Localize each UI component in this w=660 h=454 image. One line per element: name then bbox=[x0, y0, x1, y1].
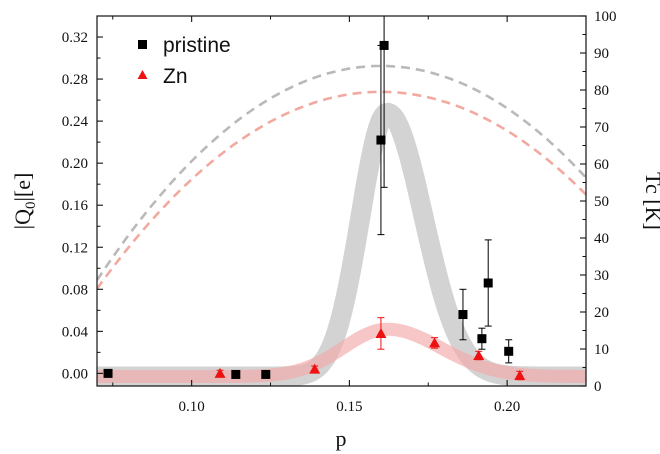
y-left-tick-label: 0.32 bbox=[62, 30, 88, 46]
point-pristine-8 bbox=[504, 346, 514, 356]
x-tick-label: 0.20 bbox=[494, 399, 520, 415]
y-right-tick-label: 80 bbox=[594, 83, 609, 99]
y-right-tick-label: 70 bbox=[594, 120, 609, 136]
y-right-tick-label: 20 bbox=[594, 305, 609, 321]
point-pristine-3 bbox=[376, 135, 386, 145]
zn-tc-dome bbox=[97, 90, 586, 290]
x-axis-title: p bbox=[336, 426, 347, 451]
zn-guide bbox=[97, 322, 586, 383]
point-zn-4 bbox=[473, 350, 485, 361]
y-axis-right-title: Tc [K] bbox=[641, 172, 660, 230]
y-left-tick-label: 0.00 bbox=[62, 366, 88, 382]
point-zn-5 bbox=[514, 369, 526, 380]
point-pristine-0 bbox=[103, 368, 113, 378]
y-left-tick-label: 0.16 bbox=[62, 198, 89, 214]
y-left-tick-label: 0.24 bbox=[62, 114, 89, 130]
point-pristine-5 bbox=[458, 310, 468, 320]
point-pristine-2 bbox=[261, 369, 271, 379]
y-right-tick-label: 10 bbox=[594, 342, 609, 358]
legend-marker-pristine bbox=[138, 40, 147, 49]
point-zn-3 bbox=[429, 337, 441, 348]
legend-marker-zn bbox=[137, 70, 148, 79]
point-pristine-7 bbox=[483, 278, 493, 288]
y-left-tick-label: 0.20 bbox=[62, 156, 88, 172]
pristine-guide bbox=[97, 102, 586, 386]
point-zn-2 bbox=[375, 327, 387, 338]
y-right-tick-label: 60 bbox=[594, 157, 609, 173]
point-pristine-4 bbox=[379, 40, 389, 50]
y-right-tick-label: 0 bbox=[594, 379, 602, 395]
y-axis-left-title: |Q0|[e] bbox=[10, 173, 39, 230]
y-left-tick-label: 0.12 bbox=[62, 240, 88, 256]
x-tick-label: 0.15 bbox=[336, 399, 362, 415]
y-right-tick-label: 40 bbox=[594, 231, 609, 247]
y-right-tick-label: 90 bbox=[594, 46, 609, 62]
y-left-title-suffix: |[e] bbox=[10, 173, 35, 202]
y-left-title-main: |Q bbox=[10, 209, 35, 229]
y-right-tick-label: 30 bbox=[594, 268, 609, 284]
y-right-tick-label: 50 bbox=[594, 194, 609, 210]
point-zn-0 bbox=[214, 367, 226, 378]
y-right-tick-label: 100 bbox=[594, 9, 617, 25]
y-left-tick-label: 0.04 bbox=[62, 324, 89, 340]
point-zn-1 bbox=[309, 363, 321, 374]
legend-label-pristine: pristine bbox=[163, 34, 231, 57]
y-left-tick-label: 0.28 bbox=[62, 72, 88, 88]
legend: pristine Zn bbox=[137, 34, 231, 88]
x-tick-label: 0.10 bbox=[179, 399, 205, 415]
y-left-title-sub: 0 bbox=[23, 202, 39, 210]
point-pristine-6 bbox=[477, 334, 487, 344]
point-pristine-1 bbox=[231, 369, 241, 379]
legend-label-zn: Zn bbox=[163, 65, 188, 88]
y-left-tick-label: 0.08 bbox=[62, 282, 88, 298]
pristine-tc-dome bbox=[97, 64, 586, 281]
